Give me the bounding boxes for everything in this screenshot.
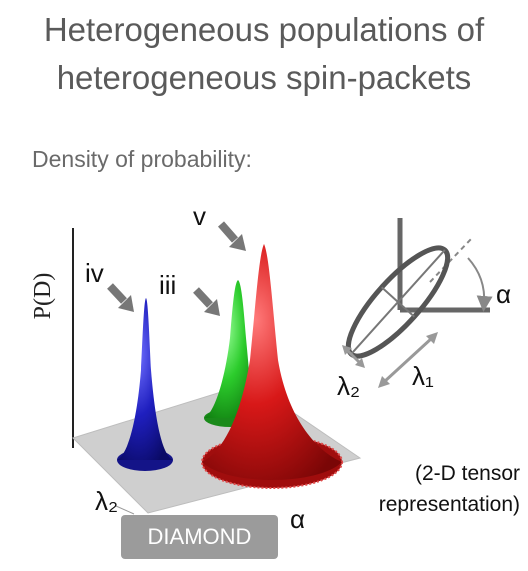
- peak-iii-label: iii: [159, 270, 176, 300]
- peak-iv-arrow: [107, 283, 134, 312]
- diamond-button[interactable]: DIAMOND: [121, 515, 278, 559]
- peak-v-arrow: [217, 221, 246, 251]
- tensor-note-line-2: representation): [378, 493, 520, 516]
- peak-iii-arrow: [193, 287, 220, 316]
- tensor-minor-axis: [380, 286, 416, 318]
- peak-v-label: v: [193, 201, 206, 231]
- peak-iv: [117, 298, 173, 460]
- peak-v: [202, 244, 342, 480]
- major-axis-measure-arrow: [382, 336, 434, 384]
- title-line-2: heterogeneous spin-packets: [56, 59, 472, 96]
- peak-iv-label: iv: [85, 258, 104, 288]
- tensor-orientation-line: [429, 237, 473, 283]
- tensor-angle-arc: [467, 257, 493, 312]
- subtitle: Density of probability:: [32, 146, 252, 172]
- tensor-major-label: λ₁: [412, 361, 434, 391]
- x-axis-label-left: λ₂: [95, 486, 118, 516]
- title-line-1: Heterogeneous populations of: [43, 11, 485, 48]
- minor-axis-measure-arrow: [345, 348, 362, 365]
- peak-iii: [204, 280, 258, 418]
- tensor-note-line-1: (2-D tensor: [414, 462, 520, 485]
- tensor-note: (2-D tensor representation): [379, 458, 520, 520]
- tensor-angle-label: α: [496, 279, 511, 309]
- lambda2-axis-tick: [115, 505, 135, 515]
- tensor-minor-label: λ₂: [337, 371, 360, 401]
- x-axis-label-right: α: [290, 504, 305, 534]
- y-axis-label: P(D): [30, 273, 56, 320]
- tensor-diagram: [342, 218, 493, 388]
